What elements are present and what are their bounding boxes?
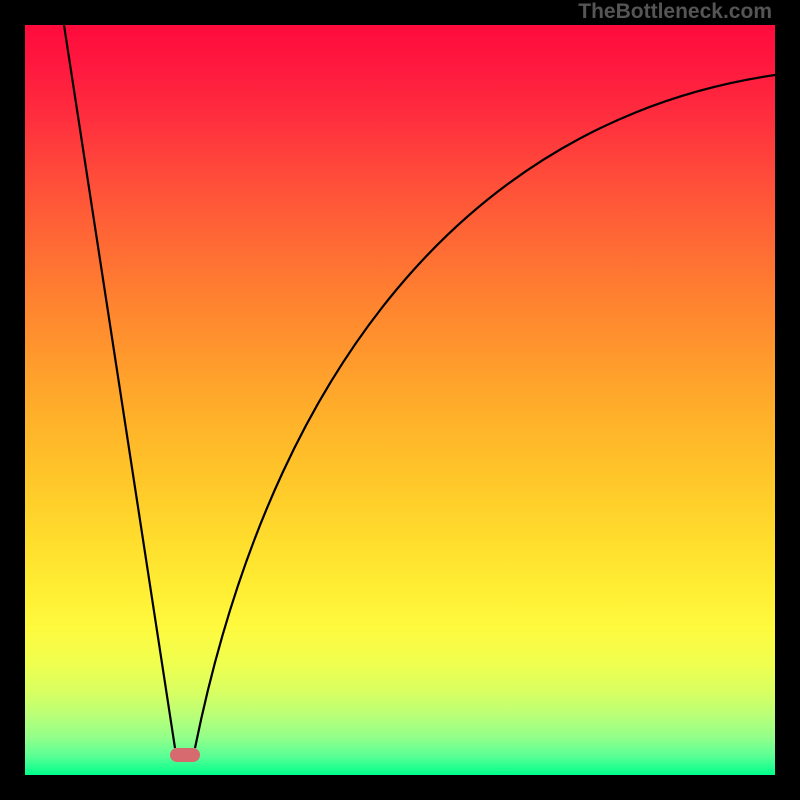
right-curve-branch bbox=[195, 75, 775, 748]
curve-layer bbox=[25, 25, 775, 775]
watermark-text: TheBottleneck.com bbox=[578, 0, 772, 24]
chart-container: TheBottleneck.com bbox=[0, 0, 800, 800]
optimal-marker bbox=[170, 748, 200, 762]
plot-area bbox=[25, 25, 775, 775]
left-curve-branch bbox=[64, 25, 175, 748]
